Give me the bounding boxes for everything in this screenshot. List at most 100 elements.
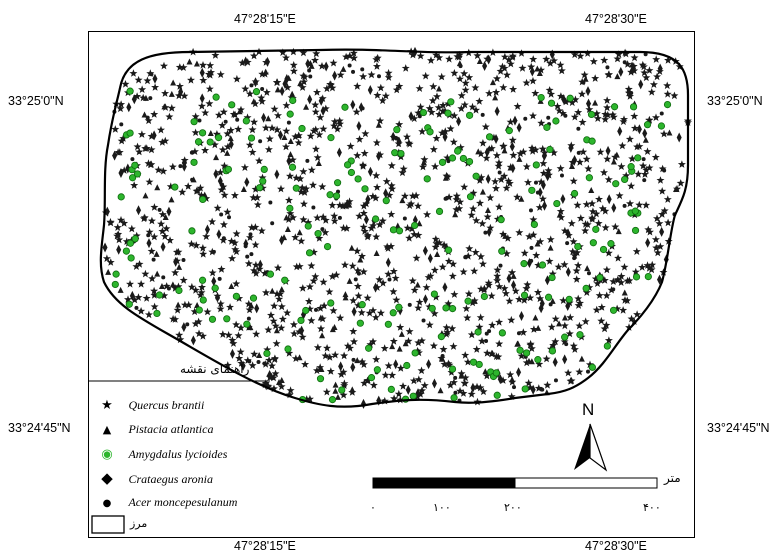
quercus-marker [467,390,476,398]
acer-marker [256,359,261,364]
quercus-marker [285,390,294,399]
quercus-marker [508,268,517,276]
quercus-marker [384,68,393,77]
amygdalus-marker [582,284,590,293]
quercus-marker [262,288,270,297]
quercus-marker [322,387,331,396]
quercus-marker [392,295,401,304]
pistacia-marker [437,387,444,394]
quercus-marker [230,238,239,247]
crataegus-marker [442,282,448,293]
amygdalus-marker [621,175,629,184]
quercus-marker [529,55,538,63]
acer-marker [487,329,492,334]
quercus-marker [211,51,220,59]
quercus-marker [382,177,391,185]
quercus-marker [422,283,431,291]
quercus-marker [600,168,608,176]
quercus-marker [230,191,239,199]
quercus-marker [546,235,555,243]
quercus-marker [620,115,628,123]
quercus-marker [410,114,419,123]
quercus-marker [304,218,313,226]
quercus-marker [277,302,286,311]
quercus-marker [500,172,509,180]
quercus-marker [396,364,405,372]
quercus-marker [278,315,287,323]
quercus-marker [597,303,606,311]
quercus-marker [289,320,298,329]
quercus-marker [414,303,423,312]
quercus-marker [467,330,476,339]
quercus-marker [556,60,565,69]
quercus-marker [529,325,538,333]
quercus-marker [154,165,163,174]
pistacia-marker [161,103,168,110]
pistacia-marker [332,387,339,394]
acer-marker [565,241,570,246]
crataegus-marker [486,227,492,238]
quercus-marker [643,147,652,155]
quercus-marker [283,83,292,91]
pistacia-marker [256,351,263,358]
quercus-marker [443,153,452,162]
quercus-marker [505,296,514,305]
quercus-marker [442,323,451,332]
quercus-marker [364,376,373,384]
quercus-marker [491,177,500,185]
quercus-marker [437,72,446,81]
quercus-marker [588,199,597,208]
crataegus-marker [552,357,558,368]
crataegus-marker [338,361,344,372]
quercus-marker [582,288,591,296]
quercus-marker [523,280,532,289]
quercus-marker [515,228,524,236]
acer-marker [528,208,533,213]
amygdalus-marker [393,126,401,134]
quercus-marker [362,199,371,208]
pistacia-marker [613,151,620,158]
quercus-marker [289,67,298,75]
acer-marker [119,122,124,127]
quercus-marker [313,366,321,375]
quercus-marker [175,82,184,90]
amygdalus-marker [409,392,417,400]
quercus-marker [126,280,134,288]
quercus-marker [219,107,228,116]
quercus-marker [345,197,354,205]
crataegus-marker [512,115,518,126]
quercus-marker [234,125,243,133]
quercus-marker [339,368,348,376]
quercus-marker [274,111,282,119]
quercus-marker [539,169,548,177]
quercus-marker [432,239,441,248]
quercus-marker [302,395,311,403]
pistacia-marker [141,111,148,118]
quercus-marker [611,222,620,231]
crataegus-marker [390,131,396,142]
pistacia-marker [592,99,599,106]
quercus-marker [404,337,413,345]
amygdalus-marker [448,365,457,373]
quercus-marker [244,299,253,308]
pistacia-marker [578,355,585,362]
quercus-marker [479,387,488,396]
quercus-marker [216,304,225,313]
quercus-marker [506,59,515,68]
boundary-legend-label: مرز [130,517,148,530]
quercus-marker [465,73,474,81]
crataegus-marker [659,226,665,237]
quercus-marker [330,216,339,225]
pistacia-marker [556,320,563,327]
quercus-marker [245,305,254,314]
quercus-marker [520,296,529,304]
quercus-marker [526,293,535,302]
quercus-marker [427,56,435,64]
pistacia-marker [375,121,382,128]
amygdalus-marker [133,170,142,178]
quercus-marker [261,379,270,387]
quercus-marker [500,284,509,292]
quercus-marker [431,235,440,243]
quercus-marker [144,310,153,319]
quercus-marker [532,251,541,259]
